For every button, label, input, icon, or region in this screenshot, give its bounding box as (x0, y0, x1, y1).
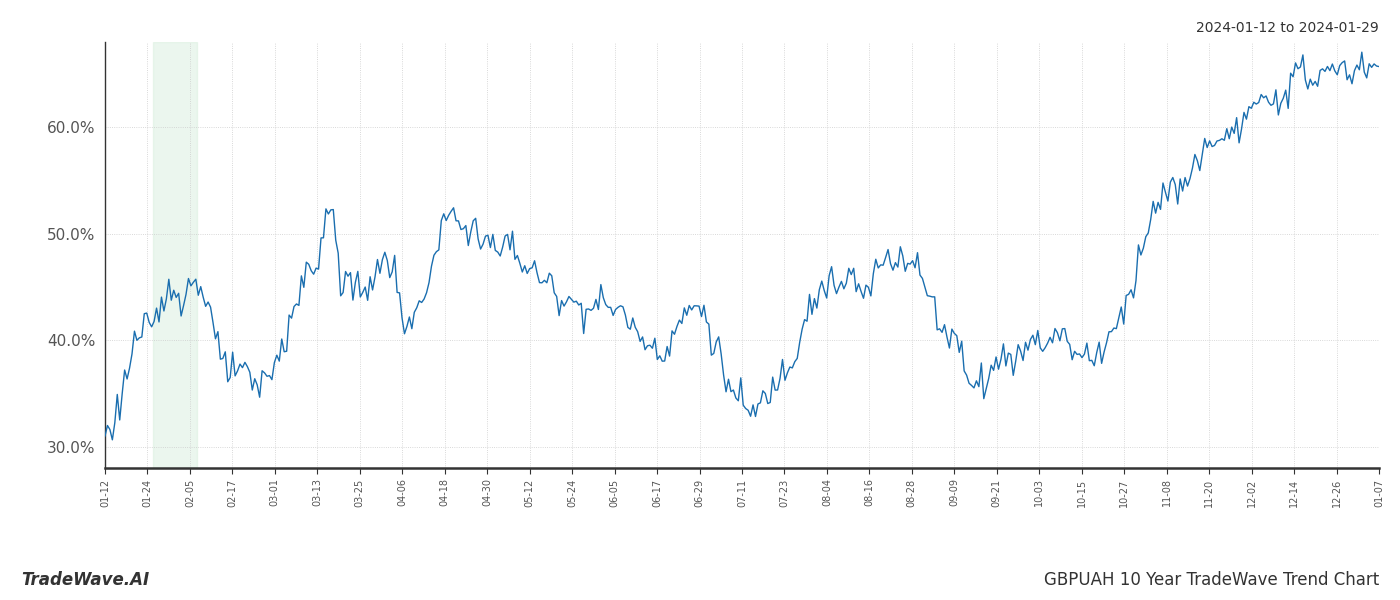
Text: 2024-01-12 to 2024-01-29: 2024-01-12 to 2024-01-29 (1196, 21, 1379, 35)
Bar (154, 42, 197, 468)
Text: GBPUAH 10 Year TradeWave Trend Chart: GBPUAH 10 Year TradeWave Trend Chart (1044, 571, 1379, 589)
Text: TradeWave.AI: TradeWave.AI (21, 571, 150, 589)
